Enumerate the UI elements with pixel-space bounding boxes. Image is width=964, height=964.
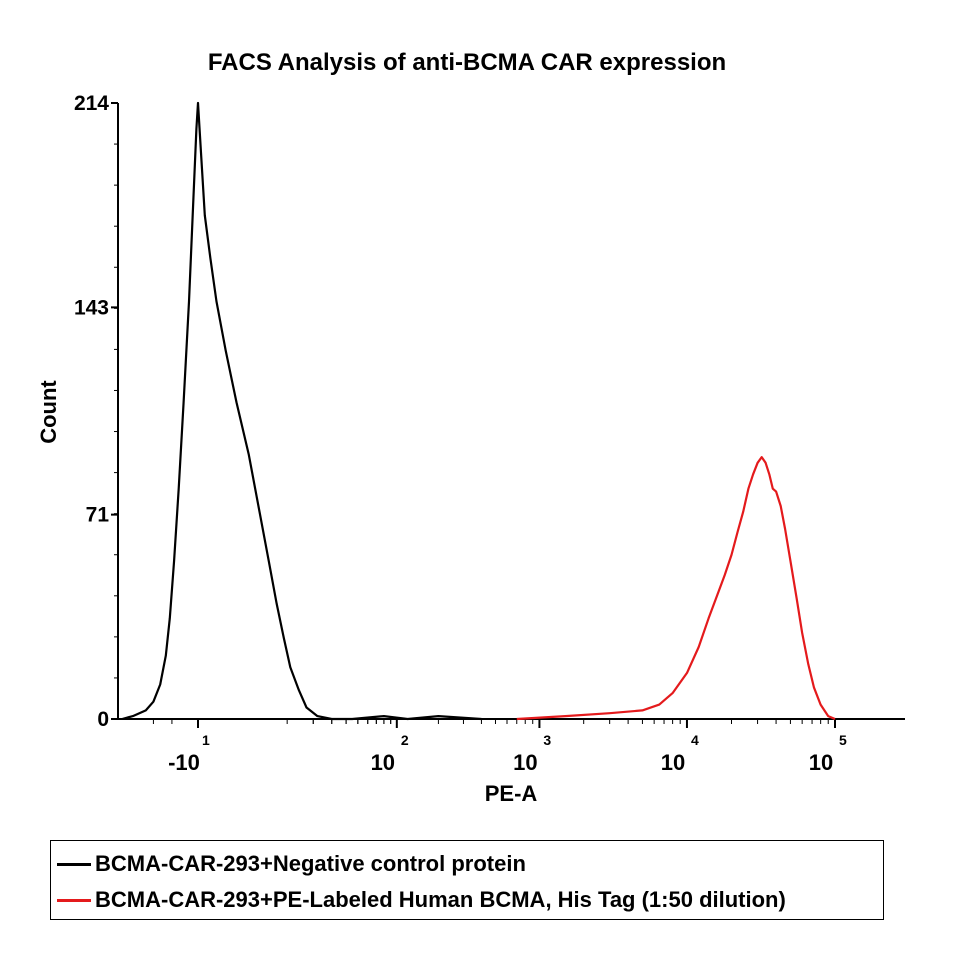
x-tick-label: 10: [513, 750, 537, 775]
x-tick-exponent: 2: [401, 732, 409, 748]
x-tick-label: 10: [661, 750, 685, 775]
legend-item-negative-control: BCMA-CAR-293+Negative control protein: [57, 849, 526, 879]
y-tick-label: 214: [74, 92, 109, 115]
series-layer: [121, 101, 836, 721]
chart-title: FACS Analysis of anti-BCMA CAR expressio…: [208, 49, 726, 76]
x-tick-label: -10: [168, 750, 200, 775]
legend-swatch-red: [57, 898, 91, 902]
x-tick-label: 10: [809, 750, 833, 775]
legend-label: BCMA-CAR-293+Negative control protein: [95, 851, 526, 876]
x-tick-exponent: 4: [691, 732, 699, 748]
y-tick-label: 143: [74, 296, 109, 319]
legend-swatch-black: [57, 862, 91, 866]
series-line-negative-control: [121, 101, 482, 721]
y-axis-label: Count: [36, 380, 61, 444]
legend-item-pe-labeled-bcma: BCMA-CAR-293+PE-Labeled Human BCMA, His …: [57, 885, 786, 915]
y-tick-label: 0: [97, 708, 109, 731]
y-ticks: 0 71 143 214: [74, 92, 118, 731]
x-tick-label: 10: [371, 750, 395, 775]
x-axis-label: PE-A: [485, 781, 538, 806]
legend-label: BCMA-CAR-293+PE-Labeled Human BCMA, His …: [95, 887, 786, 912]
x-tick-exponent: 5: [839, 732, 847, 748]
y-tick-label: 71: [86, 504, 110, 527]
x-ticks: -101 10 2 10 3 10 4 10 5: [152, 719, 847, 775]
legend: BCMA-CAR-293+Negative control protein BC…: [50, 840, 884, 920]
x-tick-exponent: 3: [543, 732, 551, 748]
plot-area: 0 71 143 214 -101 10 2 10 3 10 4 10 5: [74, 92, 905, 775]
chart: FACS Analysis of anti-BCMA CAR expressio…: [36, 49, 905, 806]
series-line-pe-labeled-bcma: [516, 456, 836, 721]
x-tick-exponent: 1: [202, 732, 210, 748]
